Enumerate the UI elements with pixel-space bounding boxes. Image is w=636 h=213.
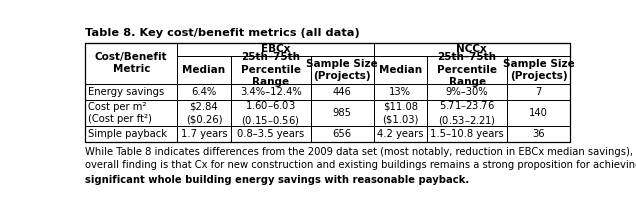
Bar — [507, 56, 570, 84]
Text: Sample Size
(Projects): Sample Size (Projects) — [502, 59, 574, 81]
Text: 1.7 years: 1.7 years — [181, 129, 227, 139]
Bar — [373, 84, 427, 100]
Text: significant whole building energy savings with reasonable payback.: significant whole building energy saving… — [85, 176, 469, 186]
Bar — [427, 100, 507, 126]
Text: Energy savings: Energy savings — [88, 87, 165, 97]
Text: 9%–30%: 9%–30% — [446, 87, 488, 97]
Bar — [85, 126, 177, 142]
Text: 25th–75th
Percentile
Range: 25th–75th Percentile Range — [437, 52, 497, 87]
Text: 656: 656 — [333, 129, 352, 139]
Bar — [427, 126, 507, 142]
Bar — [231, 100, 311, 126]
Bar — [427, 84, 507, 100]
Text: $2.84
($0.26): $2.84 ($0.26) — [186, 102, 222, 124]
Bar — [373, 100, 427, 126]
Bar — [427, 56, 507, 84]
Text: $1.60–$6.03
($0.15–$0.56): $1.60–$6.03 ($0.15–$0.56) — [242, 99, 300, 127]
Text: 4.2 years: 4.2 years — [377, 129, 424, 139]
Text: 1.5–10.8 years: 1.5–10.8 years — [430, 129, 504, 139]
Text: 0.8–3.5 years: 0.8–3.5 years — [237, 129, 305, 139]
Text: Simple payback: Simple payback — [88, 129, 167, 139]
Bar — [177, 56, 231, 84]
Bar — [177, 126, 231, 142]
Text: 36: 36 — [532, 129, 545, 139]
Bar — [85, 84, 177, 100]
Bar — [311, 100, 373, 126]
Bar — [231, 126, 311, 142]
Bar — [373, 126, 427, 142]
Bar — [231, 56, 311, 84]
Text: 446: 446 — [333, 87, 352, 97]
Text: EBCx: EBCx — [261, 44, 290, 54]
Text: 985: 985 — [333, 108, 352, 118]
Text: Median: Median — [378, 65, 422, 75]
Bar — [311, 126, 373, 142]
Bar — [507, 126, 570, 142]
Text: Table 8. Key cost/benefit metrics (all data): Table 8. Key cost/benefit metrics (all d… — [85, 28, 360, 38]
Text: 13%: 13% — [389, 87, 411, 97]
Text: Median: Median — [183, 65, 226, 75]
Text: 25th–75th
Percentile
Range: 25th–75th Percentile Range — [241, 52, 301, 87]
Bar — [85, 43, 570, 142]
Bar — [231, 84, 311, 100]
Bar — [507, 100, 570, 126]
Bar — [85, 100, 177, 126]
Text: While Table 8 indicates differences from the 2009 data set (most notably, reduct: While Table 8 indicates differences from… — [85, 147, 636, 183]
Text: Cost per m²
(Cost per ft²): Cost per m² (Cost per ft²) — [88, 102, 152, 124]
Text: Cost/Benefit
Metric: Cost/Benefit Metric — [95, 52, 168, 75]
Text: $11.08
($1.03): $11.08 ($1.03) — [382, 102, 418, 124]
Bar — [177, 100, 231, 126]
Bar — [311, 56, 373, 84]
Text: 3.4%–12.4%: 3.4%–12.4% — [240, 87, 301, 97]
Bar — [177, 43, 373, 56]
Bar — [311, 84, 373, 100]
Bar — [507, 84, 570, 100]
Text: Sample Size
(Projects): Sample Size (Projects) — [307, 59, 378, 81]
Bar — [177, 84, 231, 100]
Text: $5.71–$23.76
($0.53–$2.21): $5.71–$23.76 ($0.53–$2.21) — [438, 99, 496, 127]
Bar — [373, 56, 427, 84]
Bar — [373, 43, 570, 56]
Text: 6.4%: 6.4% — [191, 87, 216, 97]
Text: 140: 140 — [529, 108, 548, 118]
Text: NCCx: NCCx — [457, 44, 487, 54]
Bar — [85, 43, 177, 84]
Text: 7: 7 — [536, 87, 542, 97]
